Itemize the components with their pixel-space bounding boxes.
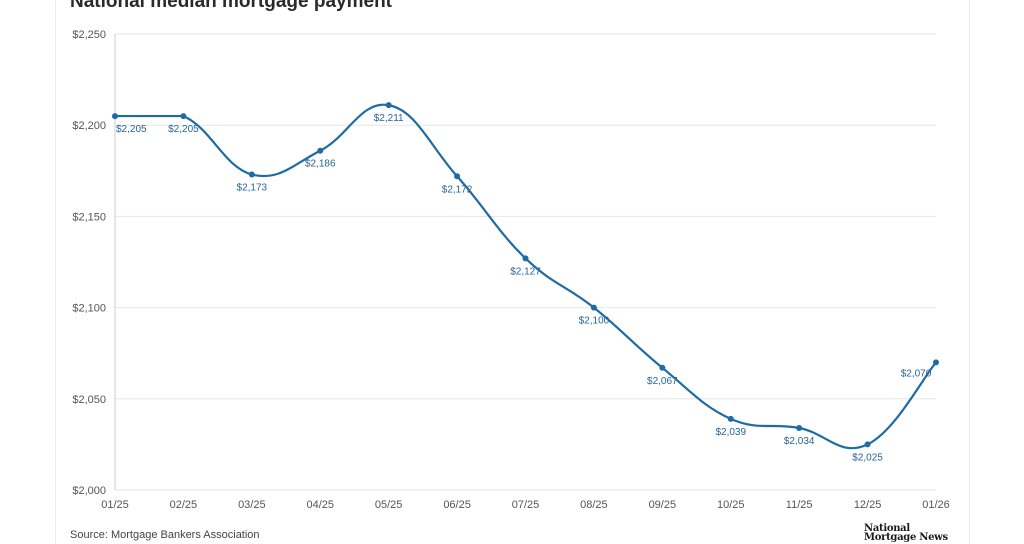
data-label: $2,067 — [647, 376, 678, 387]
chart-title: National median mortgage payment — [70, 0, 393, 12]
x-tick-label: 07/25 — [512, 499, 540, 511]
data-point — [659, 364, 666, 371]
y-tick-label: $2,000 — [72, 485, 106, 497]
x-tick-label: 03/25 — [238, 499, 266, 511]
data-label: $2,205 — [168, 124, 199, 135]
data-label: $2,127 — [510, 266, 541, 277]
data-label: $2,039 — [715, 427, 746, 438]
y-tick-label: $2,200 — [72, 120, 106, 132]
publisher-logo: National Mortgage News — [864, 523, 948, 543]
data-label: $2,100 — [579, 316, 610, 327]
data-point — [522, 255, 529, 262]
x-tick-label: 02/25 — [170, 499, 198, 511]
data-point — [864, 441, 871, 448]
data-point — [454, 173, 461, 180]
y-tick-label: $2,250 — [72, 29, 106, 41]
y-tick-label: $2,150 — [72, 211, 106, 223]
data-label: $2,034 — [784, 436, 815, 447]
source-note: Source: Mortgage Bankers Association — [70, 529, 260, 541]
chart-frame — [55, 0, 970, 544]
data-point — [112, 113, 118, 120]
x-tick-label: 11/25 — [786, 499, 813, 511]
logo-line-1: National — [864, 523, 910, 534]
data-label: $2,205 — [116, 124, 147, 135]
data-label: $2,211 — [374, 113, 404, 124]
x-tick-label: 01/25 — [101, 499, 129, 511]
x-tick-label: 08/25 — [580, 499, 608, 511]
data-point — [248, 171, 255, 178]
data-point — [385, 102, 392, 109]
data-point — [590, 304, 597, 311]
x-tick-label: 06/25 — [443, 499, 471, 511]
data-point — [933, 359, 939, 366]
data-label: $2,070 — [901, 368, 932, 379]
data-point — [796, 424, 803, 431]
y-tick-label: $2,100 — [72, 303, 106, 315]
y-tick-label: $2,050 — [72, 394, 106, 406]
data-label: $2,025 — [852, 452, 883, 463]
data-point — [317, 147, 324, 154]
x-tick-label: 10/25 — [717, 499, 745, 511]
data-label: $2,172 — [442, 184, 473, 195]
data-label: $2,173 — [237, 182, 268, 193]
x-tick-label: 01/26 — [922, 499, 950, 511]
x-tick-label: 12/25 — [854, 499, 882, 511]
data-label: $2,186 — [305, 159, 336, 170]
x-tick-label: 05/25 — [375, 499, 403, 511]
data-point — [180, 113, 187, 120]
x-tick-label: 04/25 — [306, 499, 334, 511]
x-tick-label: 09/25 — [649, 499, 677, 511]
data-point — [727, 415, 734, 422]
